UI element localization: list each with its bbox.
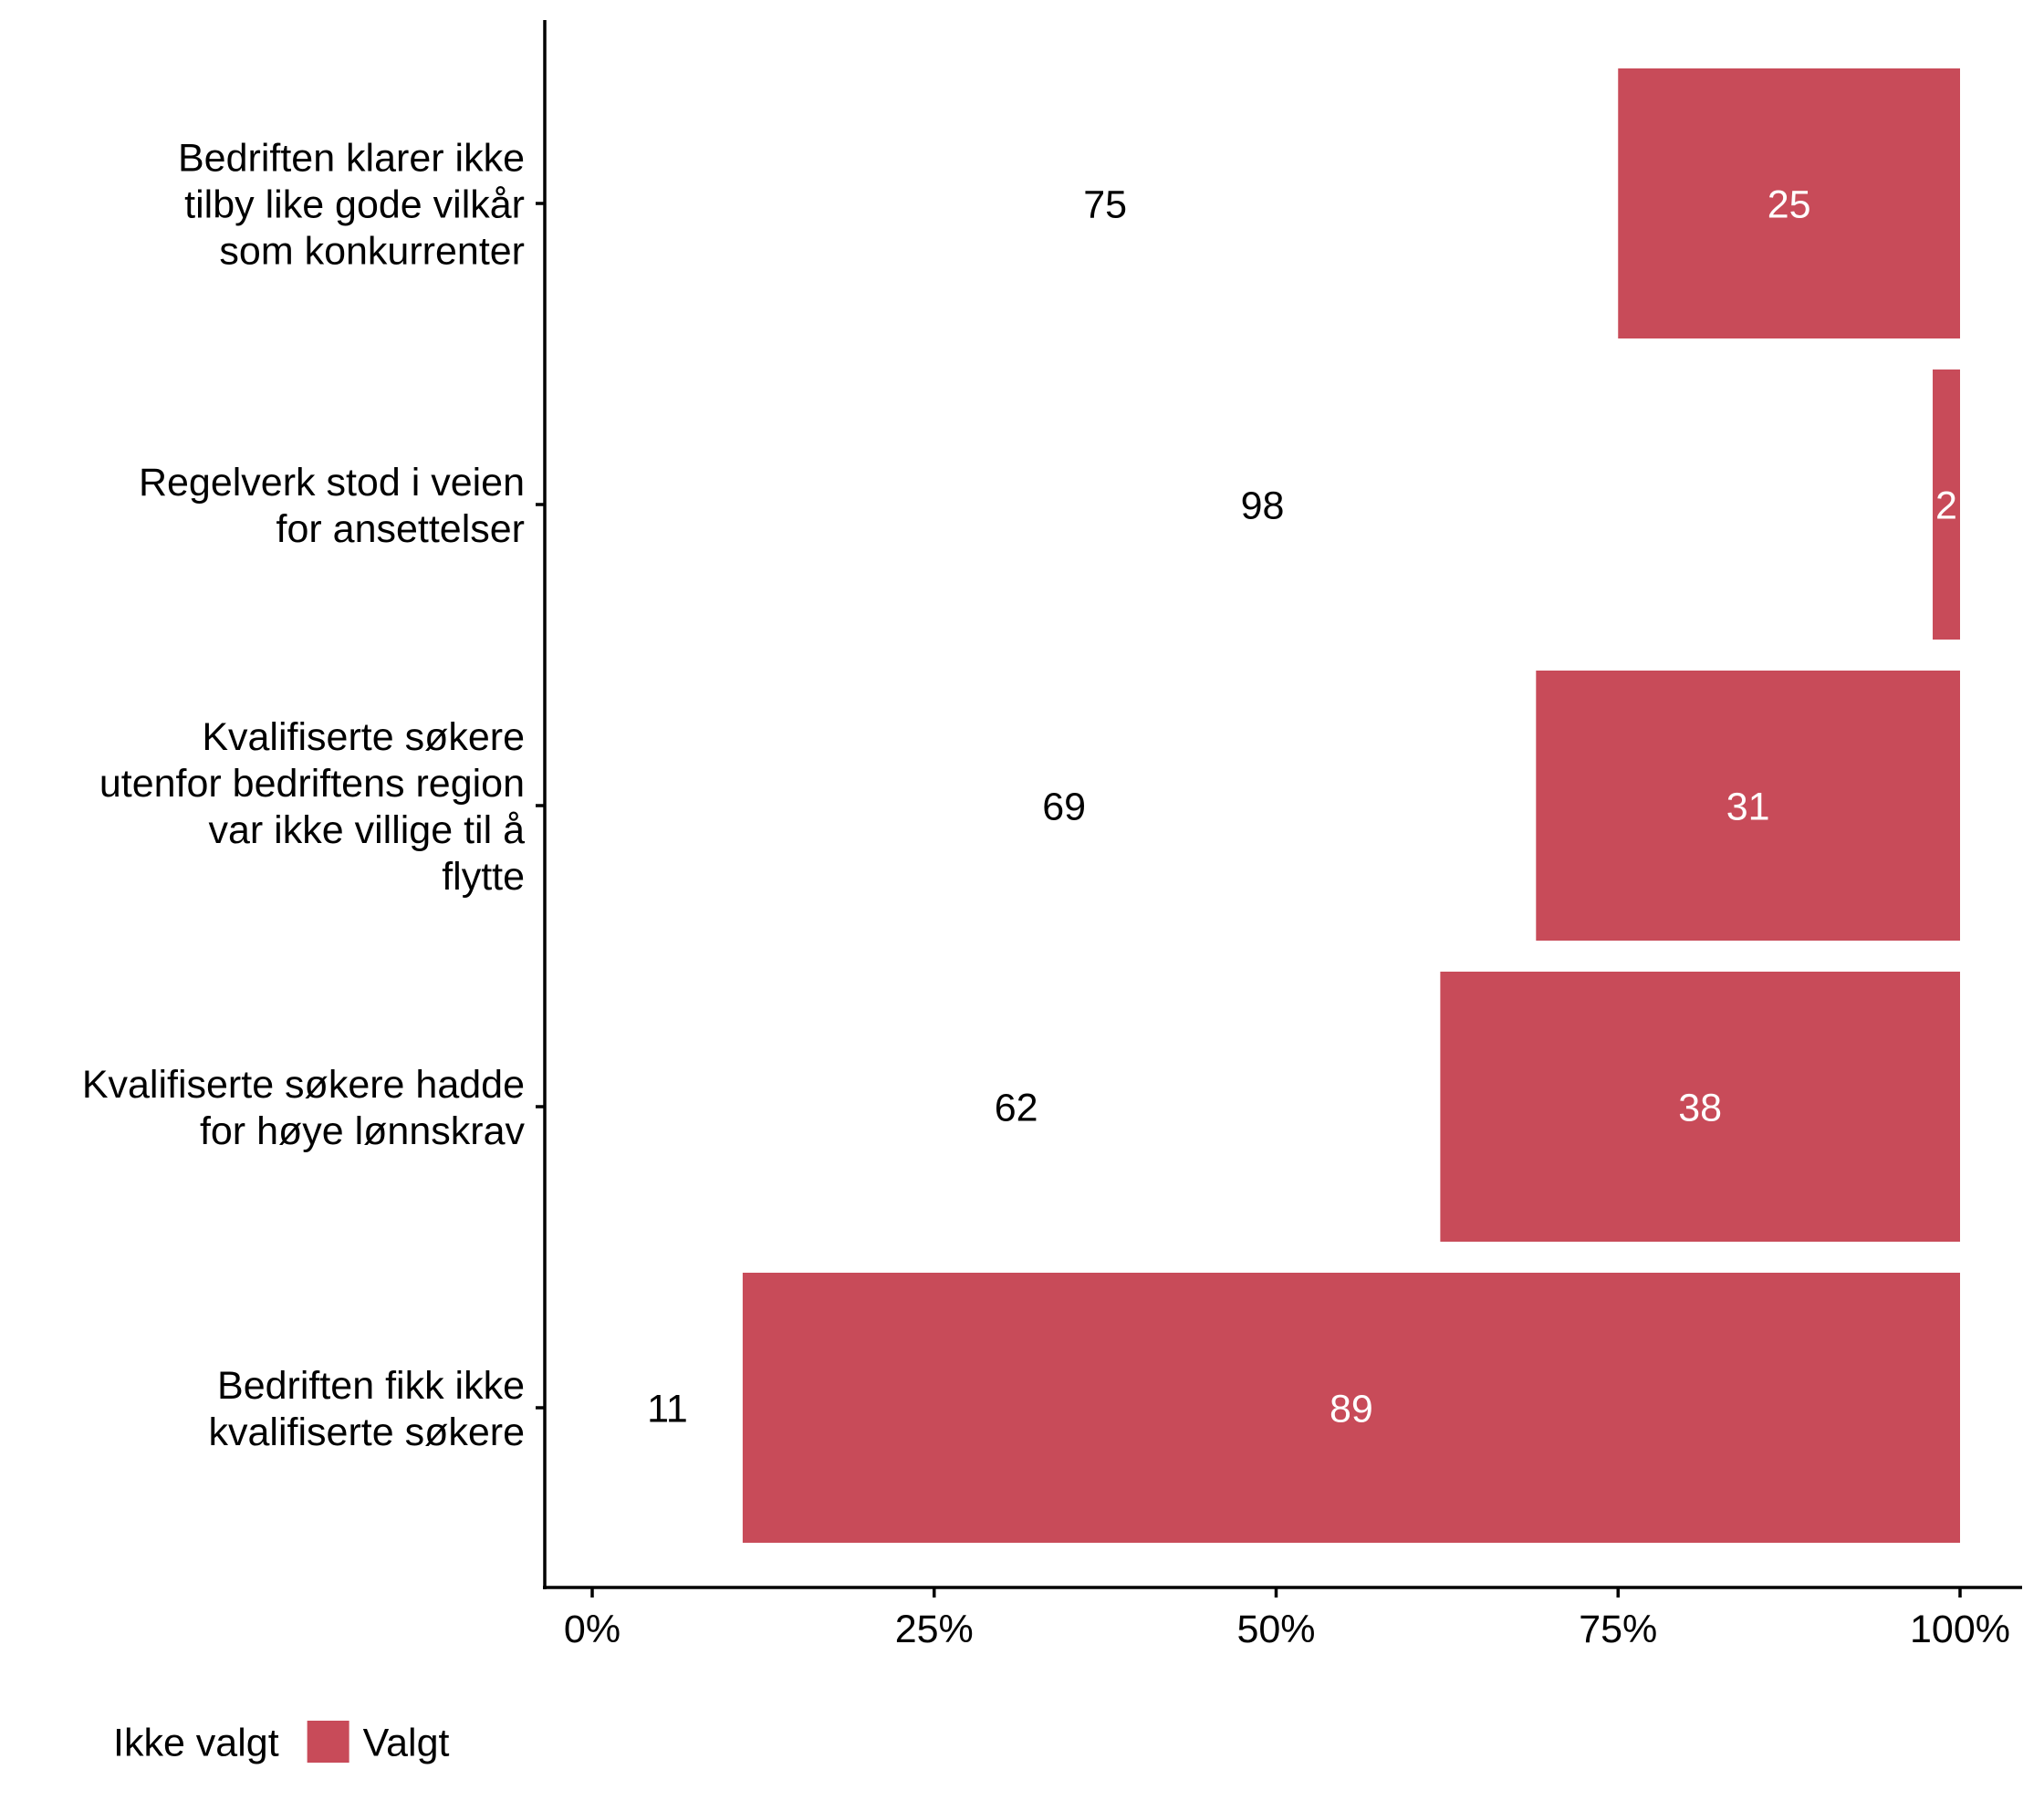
bar-ikke-valgt [592, 671, 1537, 941]
bar-valgt [1618, 68, 1960, 338]
data-label: 38 [1678, 1086, 1722, 1129]
data-label: 62 [995, 1086, 1038, 1129]
bars-layer: 75 25 98 2 69 31 62 38 11 89 [592, 68, 1960, 1543]
x-tick-label: 100% [1910, 1608, 2010, 1651]
data-label: 11 [647, 1387, 688, 1431]
x-tick-label: 50% [1236, 1608, 1315, 1651]
y-tick-label: Kvalifiserte søkere utenfor bedriftens re… [99, 715, 525, 899]
x-axis-ticks: 0% 25% 50% 75% 100% [564, 1587, 2010, 1651]
bar-valgt [1440, 972, 1960, 1242]
bar-ikke-valgt [592, 68, 1619, 338]
x-tick-label: 75% [1579, 1608, 1657, 1651]
data-label: 2 [1935, 484, 1957, 527]
data-label: 31 [1726, 785, 1770, 828]
legend-label: Valgt [363, 1721, 450, 1764]
legend-label: Ikke valgt [113, 1721, 279, 1764]
bar-ikke-valgt [592, 369, 1934, 640]
y-tick-label: Regelverk stod i veien for ansettelser [139, 461, 525, 551]
x-tick-label: 0% [564, 1608, 620, 1651]
bar-ikke-valgt [592, 972, 1441, 1242]
y-tick-label: Bedriften fikk ikke kvalifiserte søkere [209, 1364, 525, 1454]
bar-valgt [742, 1273, 1960, 1543]
data-label: 69 [1042, 785, 1086, 828]
data-label: 89 [1330, 1387, 1373, 1431]
y-axis-labels: Bedriften klarer ikke tilby like gode vil… [82, 136, 545, 1454]
y-tick-label: Bedriften klarer ikke tilby like gode vil… [178, 136, 525, 273]
bar-ikke-valgt [592, 1273, 743, 1543]
data-label: 98 [1241, 484, 1285, 527]
bar-valgt [1933, 369, 1960, 640]
legend: Ikke valgt Valgt [113, 1721, 450, 1764]
y-tick-label: Kvalifiserte søkere hadde for høye lønnsk… [82, 1063, 526, 1153]
data-label: 25 [1768, 182, 1811, 226]
data-label: 75 [1083, 182, 1127, 226]
legend-key-valgt [307, 1721, 349, 1763]
x-tick-label: 25% [895, 1608, 974, 1651]
bar-valgt [1536, 671, 1960, 941]
